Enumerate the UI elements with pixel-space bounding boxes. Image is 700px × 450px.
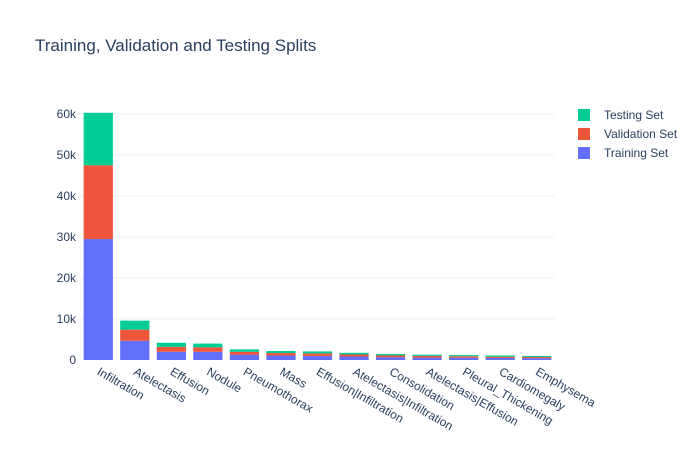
bar-segment (120, 340, 150, 360)
bar-segment (193, 351, 223, 360)
x-axis: InfiltrationAtelectasisEffusionNodulePne… (95, 364, 599, 433)
legend-swatch (578, 147, 590, 159)
bars (83, 112, 552, 360)
bar-segment (156, 342, 186, 347)
bar-segment (485, 357, 515, 360)
bar-segment (412, 355, 442, 358)
bar-segment (229, 351, 260, 355)
legend-label: Testing Set (604, 108, 664, 122)
bar-segment (302, 353, 333, 356)
y-tick-label: 50k (57, 148, 77, 162)
bar-segment (229, 354, 260, 360)
legend-label: Validation Set (604, 127, 678, 141)
bar-segment (339, 354, 369, 357)
bar-segment (522, 356, 552, 359)
bar-segment (83, 239, 113, 360)
bar-segment (485, 355, 515, 357)
y-tick-label: 30k (57, 230, 77, 244)
bar-segment (375, 354, 406, 356)
x-tick-label: Pneumothorax (241, 364, 316, 415)
chart-title: Training, Validation and Testing Splits (35, 36, 316, 55)
bar-segment (266, 355, 296, 360)
bar-segment (83, 112, 113, 166)
bar-segment (266, 353, 296, 356)
legend: Testing Set Validation Set Training Set (578, 108, 678, 160)
grid (80, 113, 555, 320)
bar-segment (449, 357, 479, 360)
legend-swatch (578, 128, 590, 140)
legend-label: Training Set (604, 146, 669, 160)
y-tick-label: 0 (69, 353, 76, 367)
bar-segment (156, 351, 186, 360)
y-tick-label: 20k (57, 271, 77, 285)
bar-segment (339, 352, 369, 355)
y-tick-label: 60k (57, 107, 77, 121)
bar-segment (412, 357, 442, 360)
bar-segment (193, 343, 223, 348)
x-tick-label: Nodule (204, 364, 244, 395)
bar-segment (522, 355, 552, 357)
bar-segment (485, 356, 515, 358)
bar-segment (229, 349, 260, 352)
bar-segment (83, 165, 113, 240)
bar-segment (449, 355, 479, 357)
y-tick-label: 40k (57, 189, 77, 203)
bar-segment (302, 351, 333, 354)
bar-segment (449, 356, 479, 358)
bar-segment (412, 354, 442, 356)
bar-segment (375, 357, 406, 360)
bar-segment (522, 358, 552, 360)
bar-segment (339, 356, 369, 360)
bar-segment (120, 320, 150, 330)
y-axis: 0 10k 20k 30k 40k 50k 60k (57, 107, 77, 367)
bar-segment (375, 355, 406, 358)
bar-segment (302, 355, 333, 360)
legend-swatch (578, 109, 590, 121)
bar-segment (120, 329, 150, 341)
y-tick-label: 10k (57, 312, 77, 326)
bar-segment (156, 346, 186, 352)
bar-segment (193, 347, 223, 352)
bar-segment (266, 350, 296, 354)
